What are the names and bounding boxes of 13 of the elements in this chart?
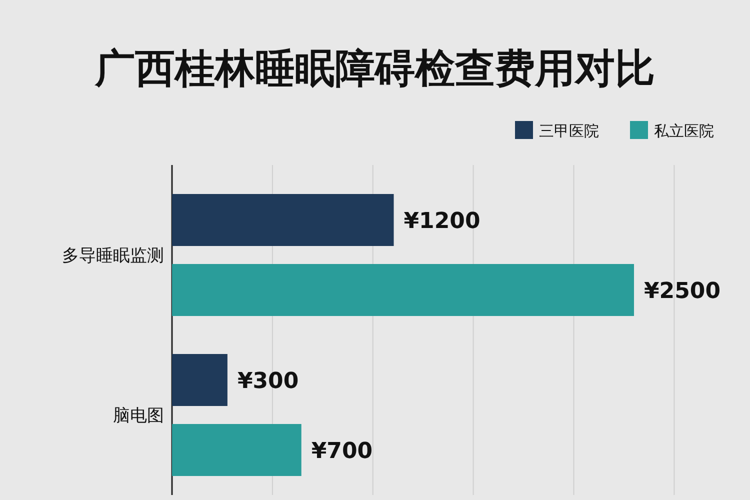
bar [172,264,634,316]
bar [172,194,394,246]
legend-label: 私立医院 [654,122,714,140]
y-tick-label: 多导睡眠监测 [62,246,164,266]
bar [172,354,228,406]
y-tick-label: 脑电图 [113,406,164,426]
data-label: ¥300 [237,369,299,394]
chart-title: 广西桂林睡眠障碍检查费用对比 [94,46,655,92]
data-label: ¥2500 [644,279,721,304]
legend-label: 三甲医院 [539,122,599,140]
bar [172,424,302,476]
data-label: ¥700 [311,439,373,464]
data-label: ¥1200 [404,209,480,234]
